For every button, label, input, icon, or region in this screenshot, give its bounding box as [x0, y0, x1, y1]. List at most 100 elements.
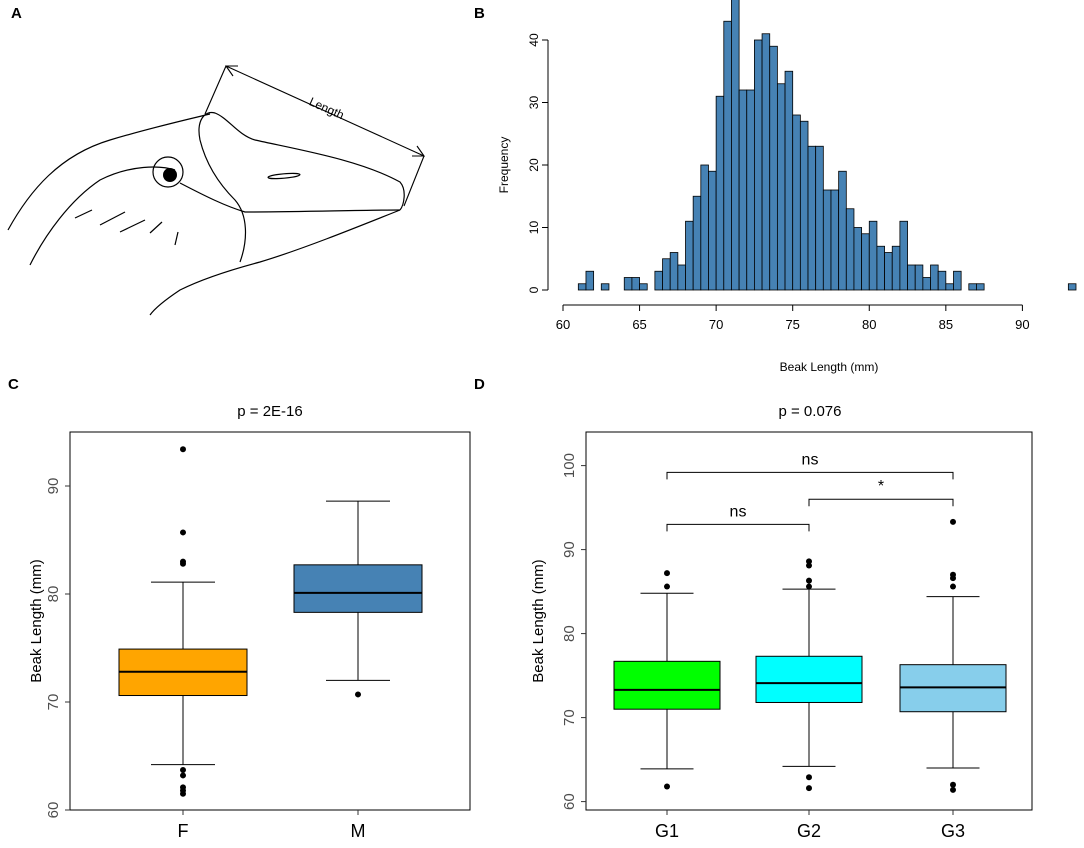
mouth-line	[179, 182, 401, 213]
hist-bar	[953, 270, 962, 291]
boxD-y-tick-label: 70	[561, 709, 578, 726]
hist-bar	[838, 170, 847, 291]
hist-bar	[968, 283, 977, 291]
boxplot-sex: 60 70 80 90 F M	[45, 446, 423, 841]
hist-bar	[807, 145, 817, 291]
hist-x-tick-label: 70	[709, 317, 723, 332]
panel-letter-d: D	[474, 376, 485, 393]
eye-pupil	[163, 168, 177, 182]
hist-bar	[669, 252, 679, 291]
boxD-comparison-label: *	[878, 478, 884, 495]
boxD-comparison-label: ns	[730, 503, 747, 520]
boxC-y-tick-label: 60	[45, 802, 62, 819]
boxD-box	[613, 660, 721, 710]
boxD-outlier	[950, 786, 956, 793]
hist-bar	[623, 277, 633, 291]
boxD-x-tick-label: G1	[655, 821, 679, 841]
hist-bar	[654, 270, 663, 291]
beak-lower-outline	[149, 209, 401, 316]
boxC-outlier	[180, 790, 186, 797]
hist-x-tick-label: 65	[632, 317, 646, 332]
boxC-outlier	[180, 446, 186, 453]
length-guide-left	[204, 65, 227, 115]
boxD-outlier	[950, 781, 956, 788]
boxD-outlier	[664, 583, 670, 590]
boxD-comparison-bracket	[666, 471, 954, 480]
boxD-comparison-bracket	[666, 523, 810, 532]
boxD-y-tick-label: 100	[561, 453, 578, 478]
boxD-x-tick-label: G3	[941, 821, 965, 841]
hist-bar	[930, 264, 939, 291]
boxD-outlier	[664, 783, 670, 790]
beak-upper-outline	[254, 139, 405, 211]
boxD-outlier	[950, 575, 956, 582]
boxC-outlier	[355, 691, 361, 698]
boxC-y-tick-label: 90	[45, 478, 62, 495]
hist-bar	[891, 245, 901, 291]
hist-bar	[1067, 283, 1077, 291]
hist-bar	[830, 189, 840, 291]
hist-bar	[761, 33, 771, 291]
hist-y-tick-label: 10	[527, 221, 541, 235]
panel-letter-c: C	[8, 376, 19, 393]
boxC-y-tick-label: 80	[45, 586, 62, 603]
hist-bar	[868, 220, 878, 291]
panel-letter-a: A	[11, 5, 22, 22]
hist-bar	[715, 95, 725, 291]
eye-ring	[152, 156, 184, 188]
hist-bar	[922, 277, 931, 291]
boxC-outlier	[180, 529, 186, 536]
crown-bump	[198, 111, 256, 141]
boxC-y-tick-label: 70	[45, 694, 62, 711]
boxD-outlier	[806, 583, 812, 590]
hist-y-tick-label: 40	[527, 33, 541, 47]
hist-x-tick-label: 85	[939, 317, 953, 332]
hist-bar	[945, 283, 954, 291]
boxC-x-tick-label: M	[351, 821, 366, 841]
hist-y-tick-label: 0	[527, 286, 541, 293]
boxD-outlier	[806, 785, 812, 792]
feather-stroke-4	[149, 221, 163, 234]
hist-x-tick-label: 75	[785, 317, 799, 332]
boxD-comparison-label: ns	[802, 451, 819, 468]
boxC-outlier	[180, 772, 186, 779]
face-line	[199, 139, 247, 263]
hist-bar	[577, 283, 587, 291]
head-top-outline	[7, 113, 211, 231]
neck-line-1	[29, 166, 176, 266]
hist-bar	[914, 264, 924, 291]
nostril	[267, 172, 301, 180]
hist-x-tick-label: 60	[556, 317, 570, 332]
hist-bar	[677, 264, 686, 291]
boxD-outlier	[664, 570, 670, 577]
hist-bar	[907, 264, 916, 291]
panel-letter-b: B	[474, 5, 485, 22]
histogram: 0 10 20 30 40 60 65 70 75 80 85 90	[527, 0, 1077, 332]
hist-bar	[700, 164, 709, 291]
boxD-outlier	[806, 558, 812, 565]
hist-bar	[639, 283, 648, 291]
hist-bar	[769, 45, 778, 291]
hist-bar	[692, 195, 702, 291]
hist-bar	[937, 270, 947, 291]
boxD-y-tick-label: 90	[561, 541, 578, 558]
hist-bar	[884, 252, 893, 291]
boxD-outlier	[806, 562, 812, 569]
boxC-title: p = 2E-16	[237, 403, 302, 420]
hist-y-tick-label: 30	[527, 96, 541, 110]
hist-y-tick-label: 20	[527, 158, 541, 172]
hist-bar	[776, 83, 786, 291]
hist-bar	[822, 189, 832, 291]
hist-bar	[799, 120, 809, 291]
hist-bar	[708, 170, 717, 291]
hist-bar	[662, 258, 671, 291]
hist-bar	[600, 283, 610, 291]
hist-bar	[792, 114, 801, 291]
hist-bar	[585, 270, 595, 291]
length-arrowhead-left	[224, 65, 238, 77]
hist-bar	[631, 277, 640, 291]
boxC-box	[293, 564, 423, 613]
hist-bar	[746, 89, 755, 291]
hist-bar	[899, 220, 908, 291]
hist-bar	[754, 39, 763, 291]
